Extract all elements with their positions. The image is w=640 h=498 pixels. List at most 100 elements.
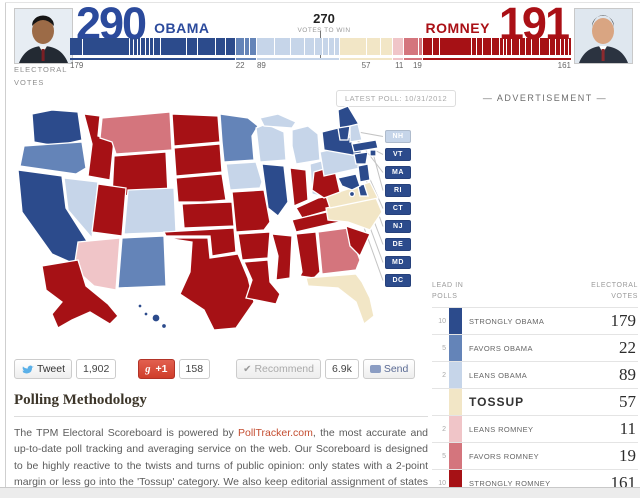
bar-segment[interactable] bbox=[419, 38, 422, 55]
state-dc[interactable] bbox=[348, 190, 356, 198]
state-il[interactable] bbox=[261, 163, 289, 217]
bar-segment[interactable] bbox=[366, 38, 380, 55]
bar-group-leans-obama[interactable] bbox=[256, 38, 339, 55]
bar-segment[interactable] bbox=[250, 38, 256, 55]
facebook-send-button[interactable]: Send bbox=[362, 359, 416, 379]
bar-segment[interactable] bbox=[305, 38, 314, 55]
bar-segment[interactable] bbox=[422, 38, 432, 55]
polltracker-link[interactable]: PollTracker.com bbox=[238, 427, 313, 439]
bar-group-tossup[interactable] bbox=[339, 38, 393, 55]
state-co[interactable] bbox=[123, 187, 177, 235]
state-hi[interactable] bbox=[137, 303, 143, 309]
state-mt[interactable] bbox=[99, 111, 173, 155]
bar-segment[interactable] bbox=[477, 38, 483, 55]
bar-segment[interactable] bbox=[149, 38, 154, 55]
state-md[interactable] bbox=[337, 173, 361, 191]
state-hi[interactable] bbox=[151, 313, 161, 323]
bar-segment[interactable] bbox=[235, 38, 244, 55]
bar-segment[interactable] bbox=[440, 38, 471, 55]
bar-segment[interactable] bbox=[290, 38, 305, 55]
bar-segment[interactable] bbox=[145, 38, 149, 55]
state-sc[interactable] bbox=[345, 225, 371, 258]
bar-segment[interactable] bbox=[215, 38, 226, 55]
bar-segment[interactable] bbox=[197, 38, 215, 55]
state-ak[interactable] bbox=[41, 259, 119, 329]
bar-segment[interactable] bbox=[471, 38, 477, 55]
bar-segment[interactable] bbox=[565, 38, 568, 55]
bar-segment[interactable] bbox=[226, 38, 235, 55]
state-wi[interactable] bbox=[255, 123, 287, 163]
recommend-count[interactable]: 6.9k bbox=[324, 359, 359, 379]
tweet-button[interactable]: Tweet bbox=[14, 359, 73, 379]
bar-segment[interactable] bbox=[507, 38, 512, 55]
state-wa[interactable] bbox=[31, 109, 83, 147]
bar-group-leans-romney[interactable] bbox=[393, 38, 404, 55]
state-nj[interactable] bbox=[357, 163, 371, 183]
bar-segment[interactable] bbox=[244, 38, 250, 55]
state-label-box-vt[interactable]: VT bbox=[385, 148, 411, 161]
state-mo[interactable] bbox=[231, 189, 271, 233]
tweet-count[interactable]: 1,902 bbox=[76, 359, 117, 379]
bar-segment[interactable] bbox=[492, 38, 500, 55]
bar-segment[interactable] bbox=[550, 38, 555, 55]
state-nh[interactable] bbox=[349, 123, 363, 143]
bar-segment[interactable] bbox=[323, 38, 329, 55]
bar-segment[interactable] bbox=[134, 38, 137, 55]
bar-segment[interactable] bbox=[186, 38, 197, 55]
bar-group-strongly-obama[interactable] bbox=[70, 38, 235, 55]
state-ks[interactable] bbox=[181, 201, 235, 229]
state-label-box-md[interactable]: MD bbox=[385, 256, 411, 269]
state-or[interactable] bbox=[19, 141, 87, 175]
bar-segment[interactable] bbox=[540, 38, 550, 55]
bar-segment[interactable] bbox=[512, 38, 519, 55]
state-al[interactable] bbox=[295, 231, 321, 279]
bar-segment[interactable] bbox=[568, 38, 572, 55]
state-ut[interactable] bbox=[91, 183, 127, 237]
state-ne[interactable] bbox=[175, 173, 227, 203]
bar-segment[interactable] bbox=[380, 38, 393, 55]
bar-group-favors-romney[interactable] bbox=[404, 38, 422, 55]
state-id[interactable] bbox=[83, 113, 115, 181]
bar-segment[interactable] bbox=[141, 38, 145, 55]
state-de[interactable] bbox=[357, 183, 369, 197]
bar-group-favors-obama[interactable] bbox=[235, 38, 256, 55]
state-label-box-dc[interactable]: DC bbox=[385, 274, 411, 287]
google-plus-one-button[interactable]: g +1 bbox=[138, 359, 175, 379]
state-label-box-nh[interactable]: NH bbox=[385, 130, 411, 143]
bar-segment[interactable] bbox=[532, 38, 540, 55]
state-ma[interactable] bbox=[351, 139, 379, 153]
state-la[interactable] bbox=[243, 259, 281, 305]
bar-segment[interactable] bbox=[161, 38, 186, 55]
bar-segment[interactable] bbox=[503, 38, 507, 55]
bar-segment[interactable] bbox=[500, 38, 503, 55]
bar-segment[interactable] bbox=[335, 38, 339, 55]
state-mi[interactable] bbox=[291, 125, 321, 165]
bar-segment[interactable] bbox=[314, 38, 323, 55]
us-electoral-map[interactable]: NH VT MA RI CT NJ DE MD DC bbox=[8, 106, 428, 352]
state-label-box-ri[interactable]: RI bbox=[385, 184, 411, 197]
bar-segment[interactable] bbox=[393, 38, 404, 55]
state-label-box-ma[interactable]: MA bbox=[385, 166, 411, 179]
state-label-box-de[interactable]: DE bbox=[385, 238, 411, 251]
bar-segment[interactable] bbox=[561, 38, 565, 55]
state-ct[interactable] bbox=[353, 151, 369, 165]
state-nv[interactable] bbox=[63, 177, 99, 240]
state-in[interactable] bbox=[289, 167, 309, 207]
bar-segment[interactable] bbox=[82, 38, 130, 55]
bar-segment[interactable] bbox=[154, 38, 161, 55]
bar-segment[interactable] bbox=[526, 38, 532, 55]
state-miup[interactable] bbox=[259, 113, 297, 129]
state-ar[interactable] bbox=[237, 231, 271, 261]
state-ia[interactable] bbox=[225, 161, 263, 191]
bar-segment[interactable] bbox=[70, 38, 82, 55]
state-label-box-ct[interactable]: CT bbox=[385, 202, 411, 215]
bar-segment[interactable] bbox=[519, 38, 526, 55]
state-fl[interactable] bbox=[305, 273, 375, 326]
electoral-votes-bar[interactable] bbox=[70, 38, 572, 55]
bar-group-strongly-romney[interactable] bbox=[422, 38, 572, 55]
state-label-box-nj[interactable]: NJ bbox=[385, 220, 411, 233]
bar-segment[interactable] bbox=[137, 38, 141, 55]
state-ok[interactable] bbox=[162, 227, 237, 257]
state-ms[interactable] bbox=[271, 233, 293, 281]
bar-segment[interactable] bbox=[432, 38, 440, 55]
